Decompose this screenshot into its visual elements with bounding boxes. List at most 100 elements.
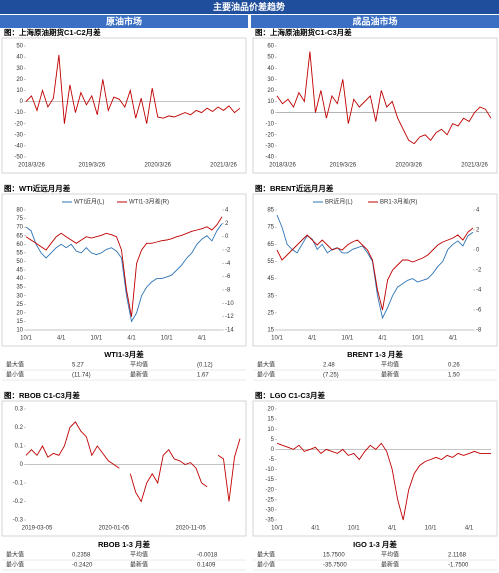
y2-tick-label: -2	[225, 248, 231, 254]
y2-tick-label: 2	[476, 228, 480, 234]
y-tick-label: 80	[16, 208, 23, 214]
y-tick-label: 15	[16, 319, 23, 325]
x-tick-label: 4/1	[198, 336, 207, 342]
y2-tick-label: -12	[225, 314, 234, 320]
y2-tick-label: 0	[225, 234, 229, 240]
y-tick-label: 65	[16, 233, 23, 239]
x-tick-label: 10/1	[161, 336, 173, 342]
x-tick-label: 10/1	[348, 526, 360, 532]
x-tick-label: 2020/3/26	[144, 163, 171, 169]
y-tick-label: 45	[16, 268, 23, 274]
x-tick-label: 4/1	[449, 336, 458, 342]
y-tick-label: 10	[16, 328, 23, 334]
y-tick-label: -30	[14, 132, 23, 138]
stats-cell: 1.50	[448, 373, 460, 379]
y-tick-label: -15	[265, 477, 274, 483]
y2-tick-label: -8	[225, 288, 231, 294]
section-bar	[251, 15, 499, 28]
y-tick-label: 75	[267, 225, 274, 231]
y-tick-label: 0	[271, 110, 275, 116]
data-line	[276, 51, 492, 145]
y-tick-label: -30	[265, 143, 274, 149]
y-tick-label: 65	[267, 242, 274, 248]
stats-cell: 最大值	[6, 551, 24, 559]
x-tick-label: 2021/3/26	[210, 163, 237, 169]
stats-cell: -0.0018	[197, 553, 218, 559]
stats-cell: 0.26	[448, 363, 460, 369]
chart-title: 图：WTI近远月月差	[4, 183, 71, 193]
legend-label: WTI近月(L)	[74, 198, 104, 206]
y2-tick-label: -10	[225, 301, 234, 307]
stats-cell: 15.7500	[323, 553, 345, 559]
stats-cell: 平均值	[381, 361, 399, 369]
section-title: 成品油市场	[352, 15, 397, 26]
y2-tick-label: 0	[476, 248, 480, 254]
y-tick-label: -50	[14, 155, 23, 161]
y-tick-label: 50	[267, 55, 274, 61]
chart-title: 图：LGO C1-C3月差	[255, 390, 326, 400]
stats-cell: (7.25)	[323, 373, 339, 379]
y-tick-label: 0	[20, 462, 24, 468]
y-tick-label: -40	[14, 143, 23, 149]
x-tick-label: 4/1	[311, 526, 320, 532]
chart-frame	[252, 193, 498, 347]
y2-tick-label: 2	[225, 221, 229, 227]
y-tick-label: -20	[14, 121, 23, 127]
y-tick-label: 50	[16, 44, 23, 50]
y2-tick-label: 4	[476, 208, 480, 214]
stats-cell: 2.48	[323, 363, 335, 369]
y-tick-label: -10	[265, 467, 274, 473]
y2-tick-label: -14	[225, 328, 234, 334]
y-tick-label: -0.1	[13, 481, 24, 487]
stats-cell: 2.1168	[448, 553, 467, 559]
y-tick-label: 55	[16, 250, 23, 256]
stats-cell: -1.7500	[448, 563, 469, 569]
x-tick-label: 2020-01-05	[98, 526, 129, 532]
chart-title: 图：BRENT近远月月差	[255, 183, 334, 193]
y-tick-label: 25	[267, 310, 274, 316]
x-tick-label: 10/1	[271, 526, 283, 532]
x-tick-label: 4/1	[308, 336, 317, 342]
y-tick-label: 40	[16, 276, 23, 282]
x-tick-label: 10/1	[342, 336, 354, 342]
y2-tick-label: -4	[476, 288, 482, 294]
chart-title: 图：上海原油期货C1-C2月差	[4, 27, 101, 37]
y-tick-label: -25	[265, 497, 274, 503]
y-tick-label: 30	[16, 66, 23, 72]
x-tick-label: 4/1	[127, 336, 136, 342]
stats-cell: 最大值	[257, 361, 275, 369]
legend-label: WTI1-3月差(R)	[129, 198, 169, 206]
x-tick-label: 2020/3/26	[395, 163, 422, 169]
x-tick-label: 2021/3/26	[461, 163, 488, 169]
y-tick-label: 20	[16, 310, 23, 316]
y-tick-label: -40	[265, 155, 274, 161]
y-tick-label: 55	[267, 259, 274, 265]
y2-tick-label: -6	[225, 274, 231, 280]
y-tick-label: 40	[16, 55, 23, 61]
stats-title: RBOB 1-3 月差	[98, 539, 151, 549]
y2-tick-label: -4	[225, 261, 231, 267]
y-tick-label: -0.3	[13, 518, 24, 524]
data-line	[276, 227, 474, 311]
y-tick-label: 0	[271, 447, 275, 453]
y-tick-label: -10	[14, 110, 23, 116]
stats-cell: 平均值	[130, 361, 148, 369]
data-line	[25, 223, 223, 323]
y-tick-label: 10	[16, 88, 23, 94]
y-tick-label: 60	[267, 44, 274, 50]
x-tick-label: 2018/3/26	[18, 163, 45, 169]
stats-cell: 最大值	[6, 361, 24, 369]
y-tick-label: -35	[265, 518, 274, 524]
y-tick-label: 30	[267, 77, 274, 83]
stats-cell: 最新值	[130, 561, 148, 569]
chart-title: 图：上海原油期货C1-C3月差	[255, 27, 352, 37]
x-tick-label: 4/1	[378, 336, 387, 342]
x-tick-label: 10/1	[20, 336, 32, 342]
stats-cell: 最新值	[381, 371, 399, 379]
y2-tick-label: -2	[476, 268, 482, 274]
section-bar	[0, 15, 248, 28]
x-tick-label: 10/1	[425, 526, 437, 532]
x-tick-label: 2019/3/26	[78, 163, 105, 169]
x-tick-label: 2020-11-05	[175, 526, 206, 532]
y-tick-label: 50	[16, 259, 23, 265]
